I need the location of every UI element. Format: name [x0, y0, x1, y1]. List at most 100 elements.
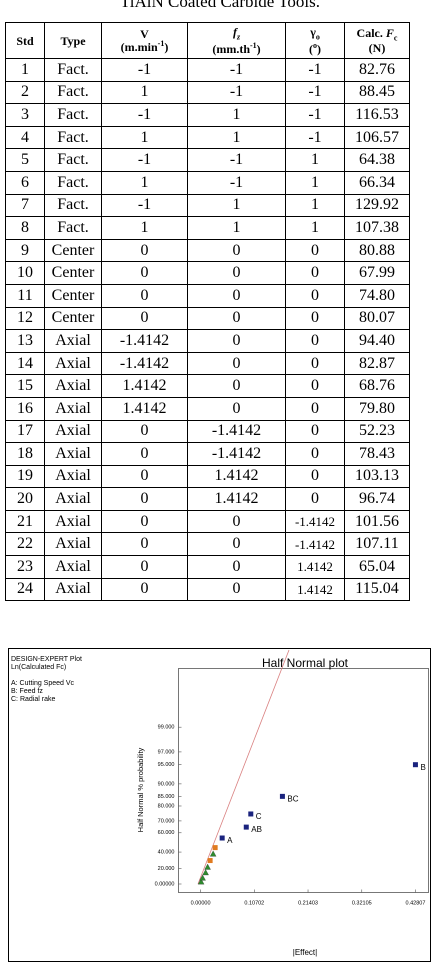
header-cell: γo (o) — [285, 22, 345, 59]
header-text: o — [313, 40, 317, 50]
header-line: γo — [286, 26, 344, 41]
table-cell: Fact. — [44, 103, 102, 127]
effect-point — [207, 858, 213, 864]
y-tick-label: 0.00000 — [155, 881, 175, 887]
x-tick-label: 0.10702 — [244, 900, 264, 906]
header-line: (m.min-1) — [102, 39, 187, 54]
header-text: ) — [317, 41, 321, 56]
table-cell: 107.38 — [344, 216, 410, 240]
header-line: Calc. Fc — [345, 27, 409, 42]
table-cell: 88.45 — [344, 80, 410, 105]
fit-line — [197, 649, 290, 885]
header-text: z — [236, 32, 241, 42]
table-cell: Axial — [44, 532, 102, 557]
factor-legend: A: Cutting Speed Vc — [11, 680, 75, 687]
table-cell: Axial — [44, 351, 102, 376]
x-tick-label: 0.42807 — [406, 900, 426, 906]
header-line: (o) — [286, 40, 344, 56]
header-line: V — [102, 28, 187, 40]
header-text: (mm.th — [212, 41, 250, 56]
x-tick-label: 0.32105 — [352, 900, 372, 906]
table-cell: 0 — [187, 577, 286, 602]
point-label: A — [227, 836, 233, 845]
point-label: C — [256, 812, 262, 821]
x-axis-label: |Effect| — [293, 948, 317, 957]
table-row: 1 Fact. -1 -1 -1 82.76 — [5, 58, 410, 82]
header-row: Std Type V (m.min-1) fz (mm.th-1) γo (o) Calc. F… — [5, 22, 410, 59]
table-cell: 107.11 — [344, 532, 410, 557]
plot-info: Ln(Calculated Fc) — [11, 664, 66, 671]
table-cell: 94.40 — [344, 329, 410, 353]
header-text: -1 — [250, 40, 257, 50]
effect-point — [279, 793, 285, 799]
table-row: 5 Fact. -1 -1 1 64.38 — [5, 148, 410, 172]
factor-legend: C: Radial rake — [11, 696, 55, 703]
header-line: Type — [45, 35, 101, 47]
header-text: Std — [16, 33, 34, 48]
table-cell: 68.76 — [344, 374, 410, 398]
table-cell: -1.4142 — [187, 442, 286, 466]
table-cell: 16 — [5, 396, 45, 421]
header-text: ( — [309, 41, 313, 56]
table-row: 14 Axial -1.4142 0 0 82.87 — [5, 351, 410, 376]
table-cell: 80.07 — [344, 306, 410, 331]
table-cell: Axial — [44, 509, 102, 534]
effect-point — [212, 845, 218, 851]
y-tick-label: 85.000 — [158, 794, 175, 800]
factor-legend: B: Feed fz — [11, 688, 43, 695]
y-tick-label: 97.000 — [158, 749, 175, 755]
header-text: -1 — [157, 39, 165, 48]
y-tick-label: 95.000 — [158, 762, 175, 768]
table-row: 2 Fact. 1 -1 -1 88.45 — [5, 80, 410, 105]
table-cell: 19 — [5, 464, 45, 489]
table-cell: 78.43 — [344, 442, 410, 466]
y-tick-label: 40.000 — [158, 850, 175, 856]
table-cell: 11 — [5, 283, 45, 308]
header-text: (m.min — [120, 40, 158, 54]
table-row: 22 Axial 0 0 -1.4142 107.11 — [5, 532, 410, 557]
table-cell: 67.99 — [344, 261, 410, 285]
header-text: f — [232, 25, 237, 40]
table-cell: Center — [44, 306, 102, 331]
table-row: 17 Axial 0 -1.4142 0 52.23 — [5, 419, 410, 444]
header-text: V — [140, 27, 149, 41]
table-cell: 74.80 — [344, 283, 410, 308]
table-cell: 1.4142 — [285, 555, 345, 579]
y-tick-label: 20.000 — [158, 866, 175, 872]
header-line: (N) — [345, 42, 409, 54]
y-tick-label: 70.000 — [158, 818, 175, 824]
table-cell: 82.87 — [344, 351, 410, 376]
table-cell: Axial — [44, 577, 102, 602]
header-cell: V (m.min-1) — [101, 22, 188, 59]
header-text: F — [385, 25, 394, 40]
effect-point — [243, 824, 249, 830]
table-row: 11 Center 0 0 0 74.80 — [5, 283, 410, 308]
y-tick-label: 80.000 — [158, 803, 175, 809]
table-body: 1 Fact. -1 -1 -1 82.76 2 Fact. 1 -1 -1 88.45 3 Fact. -… — [5, 58, 410, 602]
table-row: 12 Center 0 0 0 80.07 — [5, 306, 410, 331]
table-row: 23 Axial 0 0 1.4142 65.04 — [5, 555, 410, 579]
table-cell: Axial — [44, 396, 102, 421]
table-cell: 115.04 — [344, 577, 410, 602]
header-line: (mm.th-1) — [188, 40, 285, 56]
table-row: 10 Center 0 0 0 67.99 — [5, 261, 410, 285]
x-tick-label: 0.21403 — [298, 900, 318, 906]
effect-point — [248, 811, 254, 817]
table-row: 15 Axial 1.4142 0 0 68.76 — [5, 374, 410, 398]
header-line: fz — [188, 26, 285, 41]
table-row: 13 Axial -1.4142 0 0 94.40 — [5, 329, 410, 353]
header-cell: Calc. Fc (N) — [344, 22, 410, 59]
table-cell: 1.4142 — [285, 577, 345, 602]
y-axis-label: Half Normal % probability — [136, 747, 145, 832]
effect-point — [209, 850, 217, 857]
table-cell: Center — [44, 261, 102, 285]
point-label: AB — [251, 825, 262, 834]
table-row: 6 Fact. 1 -1 1 66.34 — [5, 170, 410, 195]
table-cell: 12 — [5, 306, 45, 331]
figure-frame — [8, 648, 431, 962]
plot-title: Half Normal plot — [262, 656, 349, 670]
table-cell: 66.34 — [344, 170, 410, 195]
table-cell: -1 — [187, 80, 286, 105]
effect-point — [204, 863, 211, 870]
